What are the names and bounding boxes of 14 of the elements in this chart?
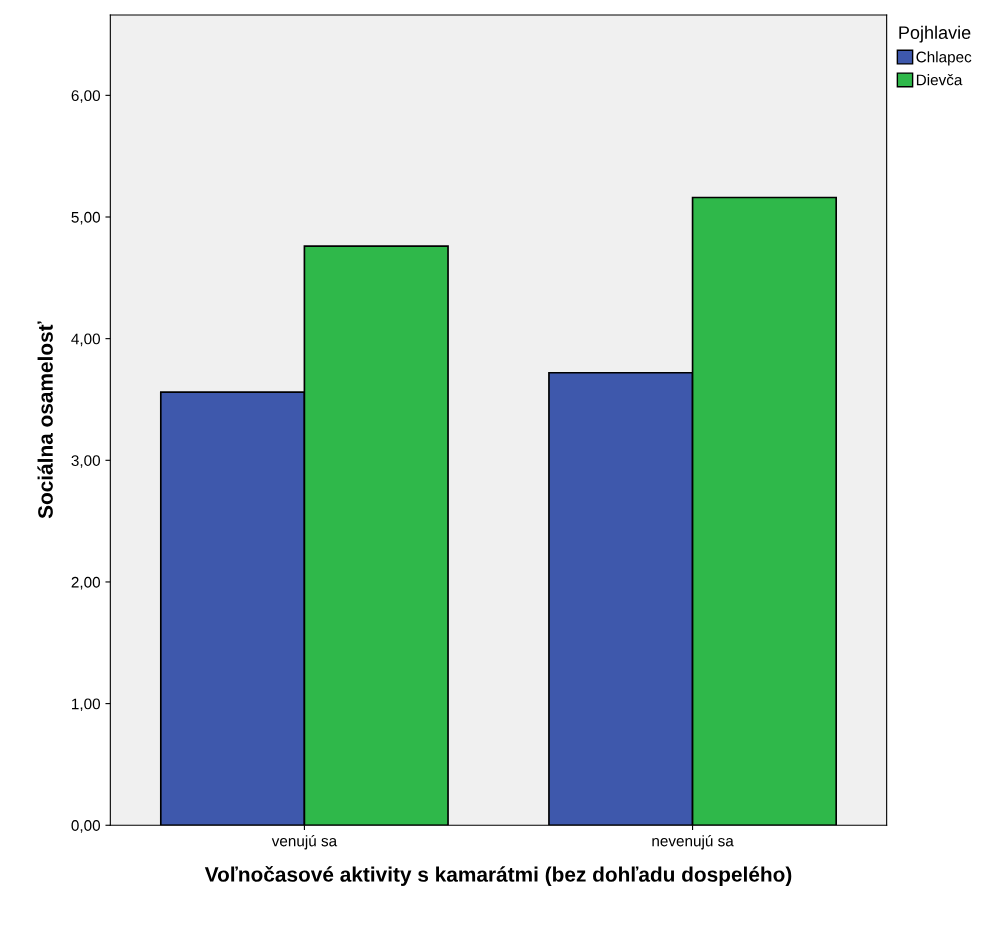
legend-title: Pojhlavie [899,25,971,43]
legend-label: Chlapec [916,51,972,66]
y-tick-label: 0,00 [71,820,101,833]
y-tick-label: 4,00 [71,333,101,347]
y-tick-label: 3,00 [71,455,101,468]
y-tick-label: 1,00 [72,698,101,712]
legend-label: Dievča [916,74,963,86]
y-tick-label: 5,00 [71,211,101,225]
x-tick-label: venujú sa [271,834,338,850]
x-tick-label: nevenujú sa [652,834,734,850]
y-axis-title: Sociálna osamelosť [37,321,53,519]
y-tick-label: 6,00 [71,90,101,103]
x-axis-title: Voľnočasové aktivity s kamarátmi (bez dohľadu dospelého) [204,866,792,886]
y-tick-label: 2,00 [71,576,101,590]
